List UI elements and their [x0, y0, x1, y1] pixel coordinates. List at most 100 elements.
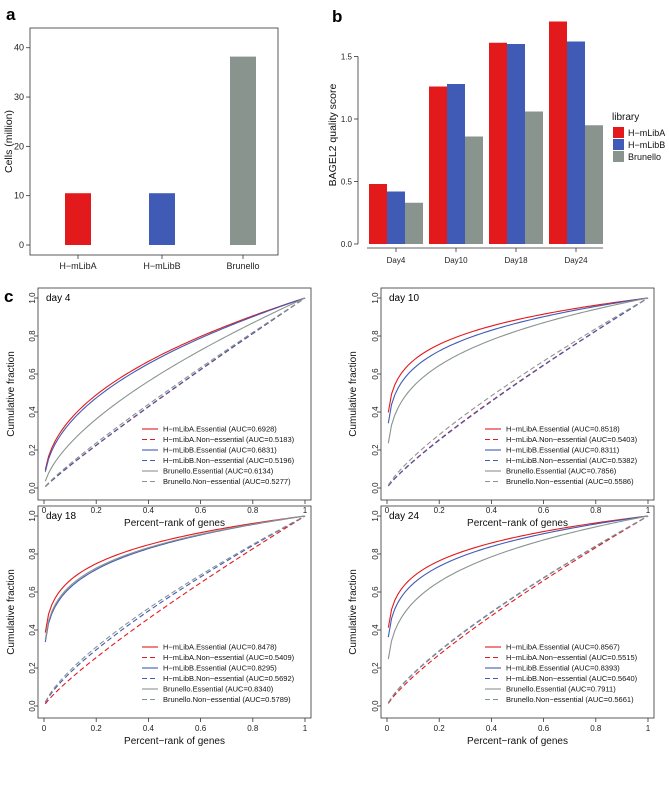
chart-c-series-line: [387, 297, 649, 424]
chart-c-series-line: [387, 515, 649, 704]
chart-b-ytick-label: 1.0: [341, 115, 353, 124]
chart-c-xtick-label: 0: [385, 724, 390, 733]
chart-c-subplot-2: day 10 0.0 0.2 0.4 0.6 0.8 1.0 0 0.2 0.4 0.6 0.8 1 Pe…: [348, 287, 655, 529]
chart-c-series-line: [44, 297, 306, 487]
chart-c-legend-label: H−mLibB.Non−essential (AUC=0.5196): [163, 456, 295, 465]
chart-c-legend-label: Brunello.Essential (AUC=0.7856): [506, 467, 617, 476]
chart-c-ytick-label: 0.6: [28, 368, 37, 380]
chart-c-legend-label: H−mLibA.Essential (AUC=0.8567): [506, 643, 620, 652]
chart-b-xtick-label: Day4: [387, 256, 406, 265]
chart-b-bagel-bar: 0.0 0.5 1.0 1.5 Day4 Day10 Day18 Day24 BAGEL2 qu…: [327, 21, 665, 265]
chart-b-legend-title: library: [612, 112, 639, 123]
chart-c-ylabel: Cumulative fraction: [348, 351, 359, 437]
chart-b-ylabel: BAGEL2 quality score: [327, 83, 339, 186]
chart-a-frame: [29, 27, 279, 256]
chart-c-xtick-label: 0.2: [434, 506, 446, 515]
chart-c-xtick-label: 0.4: [486, 724, 498, 733]
chart-c-xtick-label: 1: [303, 506, 308, 515]
chart-c-xtick-label: 0.2: [91, 506, 103, 515]
chart-c-series-line: [44, 297, 306, 472]
chart-b-bar: [585, 125, 603, 244]
chart-a-bar: [149, 193, 175, 245]
chart-c-xtick-label: 1: [303, 724, 308, 733]
chart-c-xlabel: Percent−rank of genes: [467, 518, 568, 529]
chart-c-ytick-label: 0.6: [371, 368, 380, 380]
chart-c-frame: [37, 505, 312, 719]
chart-c-frame: [37, 287, 312, 501]
chart-c-legend-label: H−mLibA.Non−essential (AUC=0.5409): [163, 653, 295, 662]
chart-b-bar: [567, 41, 585, 244]
chart-c-xtick-label: 0.8: [247, 506, 259, 515]
chart-a-ytick-label: 0: [19, 240, 24, 250]
chart-c-legend-label: Brunello.Essential (AUC=0.6134): [163, 467, 274, 476]
chart-c-legend-label: H−mLibA.Essential (AUC=0.8478): [163, 643, 277, 652]
chart-c-ytick-label: 0.8: [371, 548, 380, 560]
chart-c-ytick-label: 0.4: [371, 406, 380, 418]
chart-a-ytick-label: 20: [14, 141, 24, 151]
chart-b-bar: [387, 191, 405, 244]
chart-b-bar: [507, 44, 525, 244]
chart-b-xtick-label: Day10: [444, 256, 468, 265]
chart-c-frame: [380, 505, 655, 719]
chart-c-ylabel: Cumulative fraction: [6, 569, 17, 655]
chart-c-series-line: [387, 297, 649, 413]
chart-a-bar: [230, 56, 256, 245]
chart-c-ytick-label: 0.6: [28, 586, 37, 598]
chart-a-ytick-label: 10: [14, 191, 24, 201]
chart-c-ytick-label: 0.8: [371, 330, 380, 342]
chart-c-legend-label: H−mLibA.Non−essential (AUC=0.5515): [506, 653, 638, 662]
chart-c-xtick-label: 0.4: [486, 506, 498, 515]
chart-c-legend-label: H−mLibB.Non−essential (AUC=0.5382): [506, 456, 638, 465]
chart-c-series-line: [387, 297, 649, 486]
chart-c-legend-label: Brunello.Essential (AUC=0.8340): [163, 685, 274, 694]
chart-c-series-line: [44, 297, 306, 470]
chart-c-xtick-label: 0.6: [195, 724, 207, 733]
chart-c-series-line: [44, 515, 306, 703]
chart-c-series-line: [387, 297, 649, 487]
chart-c-xtick-label: 0: [42, 724, 47, 733]
chart-c-ylabel: Cumulative fraction: [348, 569, 359, 655]
chart-c-series-line: [387, 515, 649, 704]
chart-c-series-line: [44, 515, 306, 633]
chart-a-ytick-label: 40: [14, 43, 24, 53]
chart-c-subplot-title: day 24: [389, 511, 419, 522]
panel-label-a: a: [6, 5, 16, 24]
chart-c-ylabel: Cumulative fraction: [6, 351, 17, 437]
chart-c-legend-label: Brunello.Non−essential (AUC=0.5586): [506, 477, 634, 486]
chart-c-ytick-label: 0.0: [371, 700, 380, 712]
chart-c-series-line: [44, 515, 306, 705]
chart-c-series-line: [44, 515, 306, 643]
chart-c-ytick-label: 1.0: [371, 292, 380, 304]
chart-c-ytick-label: 0.2: [28, 662, 37, 674]
chart-a-ytick-label: 30: [14, 92, 24, 102]
chart-b-ytick-label: 1.5: [341, 53, 353, 62]
chart-c-subplot-title: day 10: [389, 293, 419, 304]
chart-c-subplot-1: day 4 0.0 0.2 0.4 0.6 0.8 1.0 0 0.2 0.4 0.6 0.8 1 Per…: [6, 287, 312, 529]
panel-label-c: c: [4, 287, 13, 306]
chart-c-xtick-label: 1: [646, 506, 651, 515]
chart-c-ytick-label: 0.8: [28, 330, 37, 342]
chart-b-bar: [549, 21, 567, 244]
chart-c-xlabel: Percent−rank of genes: [467, 736, 568, 747]
chart-c-legend-label: Brunello.Non−essential (AUC=0.5661): [506, 695, 634, 704]
chart-b-bar: [429, 86, 447, 244]
chart-a-xtick-label: Brunello: [226, 261, 259, 271]
chart-c-legend-label: H−mLibA.Non−essential (AUC=0.5183): [163, 435, 295, 444]
chart-c-ytick-label: 0.0: [28, 482, 37, 494]
chart-a-ylabel: Cells (million): [3, 110, 15, 173]
chart-c-ytick-label: 1.0: [28, 292, 37, 304]
chart-c-xtick-label: 0: [42, 506, 47, 515]
chart-b-legend-label: Brunello: [628, 152, 661, 162]
chart-c-series-line: [387, 515, 649, 638]
chart-c-ytick-label: 0.4: [28, 406, 37, 418]
chart-a-bar: [65, 193, 91, 245]
chart-b-ytick-label: 0.0: [341, 240, 353, 249]
chart-c-legend-label: H−mLibB.Essential (AUC=0.8311): [506, 446, 620, 455]
chart-b-bar: [405, 202, 423, 244]
chart-c-legend-label: H−mLibB.Non−essential (AUC=0.5640): [506, 674, 638, 683]
chart-a-xtick-label: H−mLibA: [59, 261, 96, 271]
chart-c-xtick-label: 0.8: [590, 724, 602, 733]
chart-c-ytick-label: 0.4: [371, 624, 380, 636]
chart-c-ytick-label: 0.8: [28, 548, 37, 560]
chart-b-bar: [489, 42, 507, 244]
